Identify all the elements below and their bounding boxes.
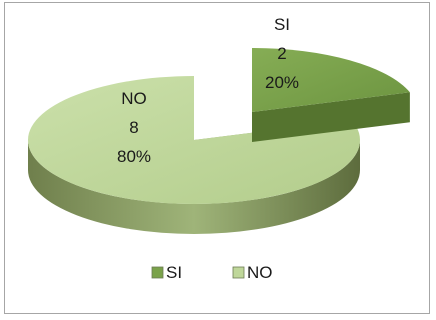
data-label-category: SI [274,15,290,34]
data-label-percent: 20% [265,73,299,92]
legend-item-si: SI [151,263,182,282]
legend-item-no: NO [232,263,273,282]
data-label-no: NO 8 80% [117,89,151,166]
data-label-value: 8 [129,118,138,137]
slice-si [252,48,410,142]
legend-label-no: NO [247,263,273,282]
data-label-category: NO [121,89,147,108]
slice-si-wall [252,92,410,142]
data-label-si: SI 2 20% [265,15,299,92]
legend-swatch-si [151,266,164,279]
legend-label-si: SI [166,263,182,282]
legend: SI NO [151,263,273,282]
slice-no-side [28,140,360,234]
legend-swatch-no [232,266,245,279]
slice-si-top [252,48,410,112]
data-label-value: 2 [277,44,286,63]
data-label-percent: 80% [117,147,151,166]
slice-no-top [27,76,361,204]
